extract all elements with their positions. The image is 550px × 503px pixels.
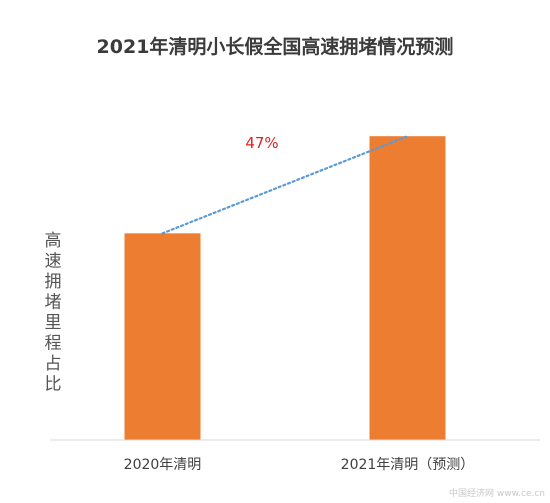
- bar-0: [124, 233, 201, 440]
- growth-annotation: 47%: [245, 134, 278, 152]
- watermark: 中国经济网 www.ce.cn: [449, 487, 545, 499]
- y-axis-label: 高速拥堵里程占比: [45, 231, 62, 395]
- trend-line: [161, 135, 409, 235]
- chart-title: 2021年清明小长假全国高速拥堵情况预测: [97, 35, 454, 58]
- x-tick-label-1: 2021年清明（预测）: [341, 457, 475, 473]
- x-tick-label-0: 2020年清明: [124, 457, 202, 473]
- bar-group: [124, 136, 446, 440]
- x-tick-labels: 2020年清明 2021年清明（预测）: [124, 457, 475, 473]
- bar-1: [369, 136, 446, 440]
